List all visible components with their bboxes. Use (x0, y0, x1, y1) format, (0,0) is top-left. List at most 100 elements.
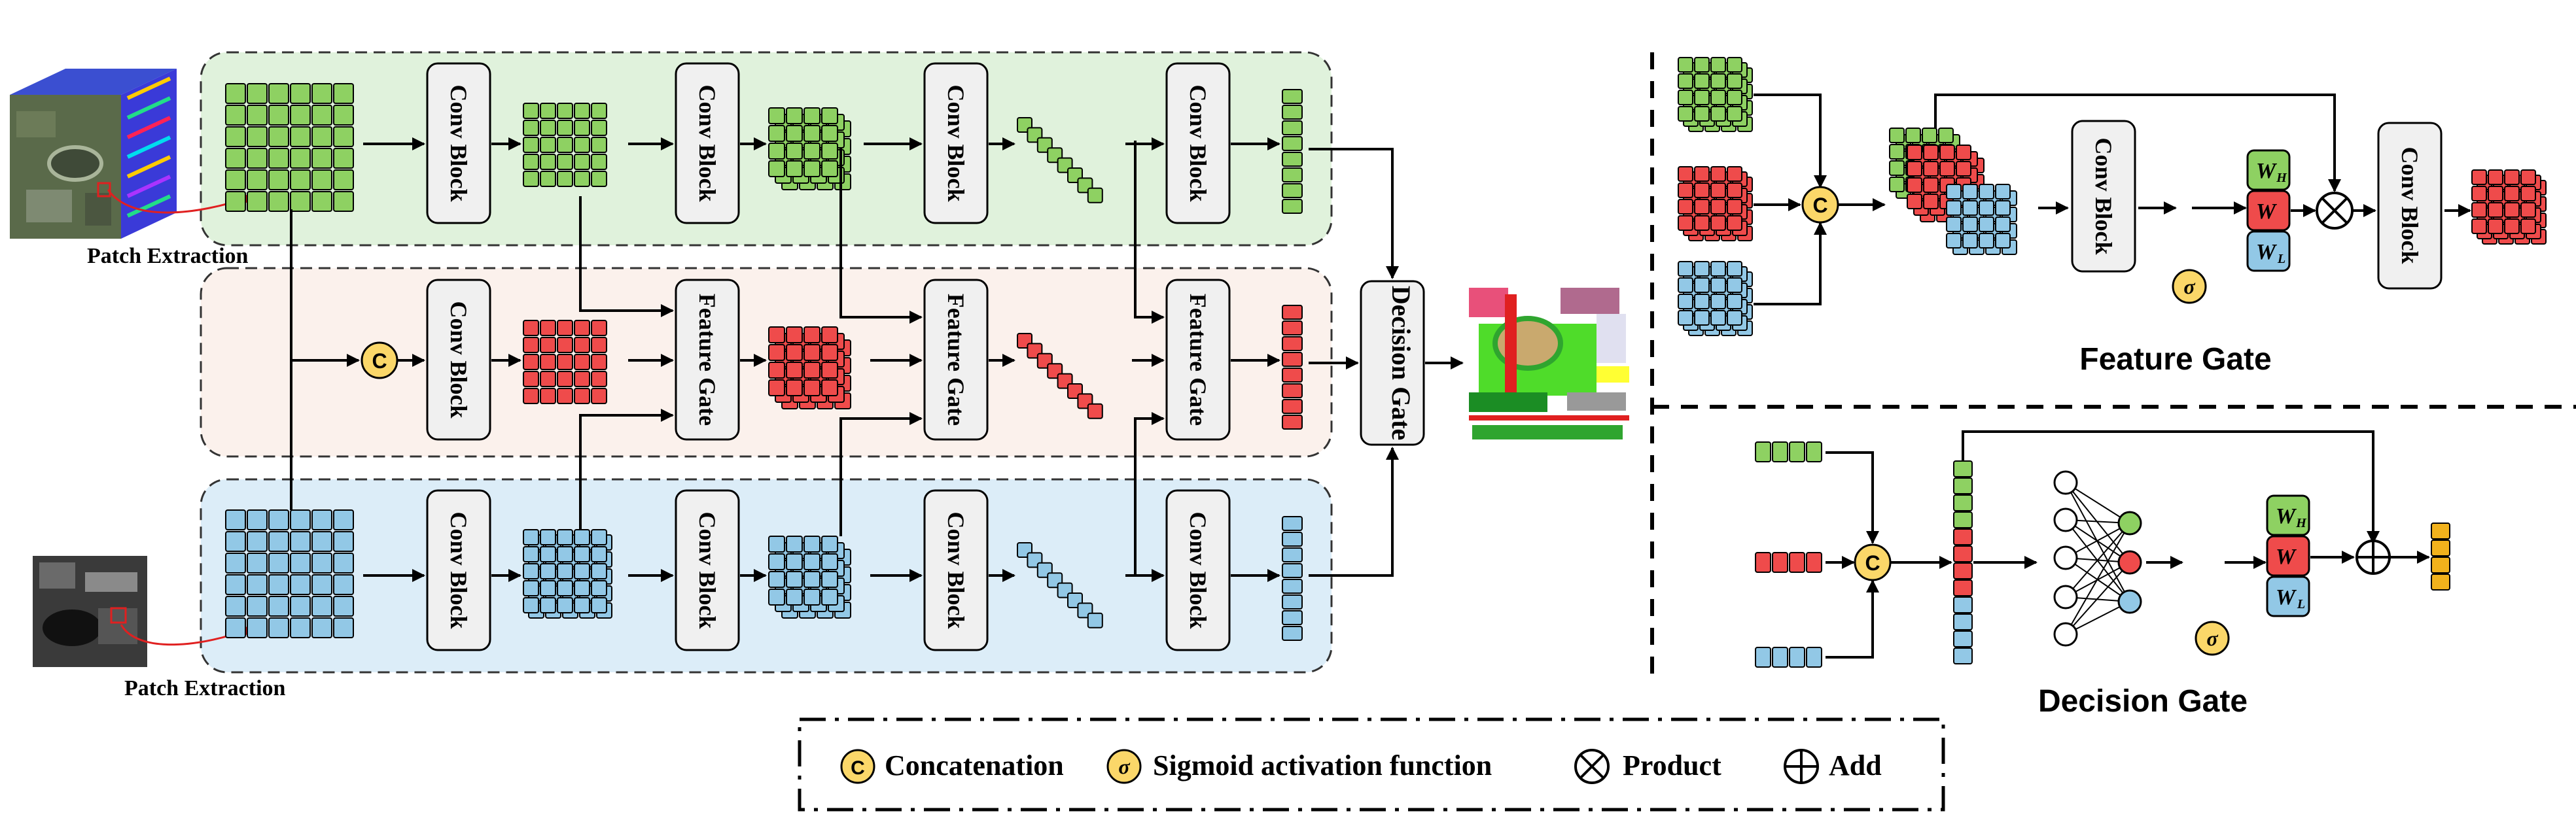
dg-output-vector (2431, 523, 2450, 591)
fg-connector (1754, 94, 1827, 188)
dg-weight-w: W (2266, 535, 2310, 577)
svg-text:σ: σ (2206, 627, 2218, 650)
connector (579, 196, 674, 317)
fg-input-green (1678, 57, 1753, 132)
svg-text:Conv Block: Conv Block (1185, 511, 1211, 628)
classification-map (1466, 281, 1632, 441)
conv-block-green-3: Conv Block (923, 62, 989, 224)
fg-sigmoid-marker: σ (2172, 269, 2207, 304)
green-diag-1 (1017, 117, 1103, 203)
green-band (200, 51, 1333, 247)
svg-text:Conv Block: Conv Block (1185, 84, 1211, 201)
connector (839, 147, 923, 324)
svg-text:Conv Block: Conv Block (694, 84, 720, 201)
feature-gate-1: Feature Gate (675, 279, 740, 441)
green-grid-1 (523, 103, 607, 187)
legend-add: Add (1784, 749, 1882, 784)
fg-weight-w: W (2246, 190, 2291, 232)
svg-text:H: H (2295, 516, 2307, 530)
svg-text:Conv Block: Conv Block (943, 84, 969, 201)
svg-text:W: W (2256, 159, 2278, 183)
svg-text:Feature Gate: Feature Gate (1185, 294, 1211, 426)
legend-concat: C Concatenation (840, 749, 1064, 784)
red-stack-1 (768, 326, 851, 409)
conv-block-blue-3: Conv Block (923, 489, 989, 651)
dg-concat-vector (1953, 460, 1973, 664)
dg-input-blue (1755, 647, 1822, 668)
svg-text:Conv Block: Conv Block (694, 511, 720, 628)
svg-text:Product: Product (1623, 749, 1721, 781)
connector (579, 409, 674, 530)
patch-extraction-label-bottom: Patch Extraction (124, 676, 286, 700)
svg-text:Sigmoid activation function: Sigmoid activation function (1153, 749, 1492, 781)
svg-text:C: C (1812, 194, 1827, 217)
fg-input-blue (1678, 261, 1753, 336)
red-grid-1 (523, 320, 607, 404)
dg-connector (1962, 430, 2380, 544)
green-vector (1282, 89, 1303, 214)
blue-grid-1 (523, 529, 612, 619)
legend-sigmoid: σ Sigmoid activation function (1106, 749, 1492, 784)
conv-block-green-1: Conv Block (426, 62, 491, 224)
conv-block-green-4: Conv Block (1165, 62, 1231, 224)
dg-connector (1826, 451, 1879, 544)
green-input-grid (225, 83, 354, 212)
blue-vector (1282, 516, 1303, 641)
conv-block-blue-4: Conv Block (1165, 489, 1231, 651)
hyperspectral-cube (10, 69, 177, 239)
conv-block-blue-2: Conv Block (675, 489, 740, 651)
svg-text:W: W (2256, 199, 2278, 224)
svg-text:Concatenation: Concatenation (885, 749, 1064, 781)
concat-marker-main: C (361, 341, 398, 379)
fg-conv-block: Conv Block (2071, 120, 2136, 273)
svg-text:C: C (372, 349, 387, 373)
svg-text:Conv Block: Conv Block (2397, 146, 2423, 264)
dg-sigmoid-marker: σ (2195, 621, 2230, 656)
decision-gate-block: Decision Gate (1360, 280, 1425, 446)
dg-neural-network (2053, 470, 2142, 647)
svg-text:σ: σ (2183, 275, 2195, 298)
dg-input-green (1755, 441, 1822, 462)
feature-gate-3: Feature Gate (1165, 279, 1231, 441)
patch-extraction-label-top: Patch Extraction (87, 244, 249, 268)
svg-text:Feature Gate: Feature Gate (694, 294, 720, 426)
fg-input-red (1678, 166, 1753, 241)
dg-input-red (1755, 552, 1822, 573)
feature-gate-2: Feature Gate (923, 279, 989, 441)
svg-text:L: L (2297, 597, 2305, 611)
svg-text:C: C (851, 757, 865, 779)
svg-text:W: W (2256, 240, 2278, 264)
red-diag-1 (1017, 333, 1103, 419)
connector (1309, 148, 1399, 279)
svg-text:Conv Block: Conv Block (446, 301, 472, 418)
fg-concat-stack-blue (1946, 184, 2017, 255)
dg-add-marker (2355, 540, 2391, 575)
svg-text:Conv Block: Conv Block (446, 84, 472, 201)
svg-text:C: C (1865, 551, 1880, 575)
svg-text:Conv Block: Conv Block (2091, 137, 2117, 254)
svg-text:Conv Block: Conv Block (446, 511, 472, 628)
connector (1309, 447, 1399, 577)
dg-concat-marker: C (1854, 543, 1892, 581)
dg-connector (1826, 579, 1879, 659)
svg-text:W: W (2276, 504, 2297, 528)
fg-output-red (2471, 169, 2547, 245)
conv-block-green-2: Conv Block (675, 62, 740, 224)
conv-block-blue-1: Conv Block (426, 489, 491, 651)
connector (1134, 141, 1165, 324)
decision-gate-title: Decision Gate (2038, 684, 2248, 719)
svg-text:W: W (2276, 585, 2297, 609)
blue-input-grid (225, 509, 354, 638)
feature-gate-title: Feature Gate (2079, 342, 2271, 377)
svg-text:H: H (2276, 171, 2287, 185)
svg-text:L: L (2277, 252, 2285, 266)
red-vector (1282, 305, 1303, 430)
connector (1134, 412, 1165, 575)
legend-box (798, 717, 1945, 812)
svg-text:Feature Gate: Feature Gate (943, 294, 969, 426)
fg-concat-marker: C (1801, 186, 1839, 224)
